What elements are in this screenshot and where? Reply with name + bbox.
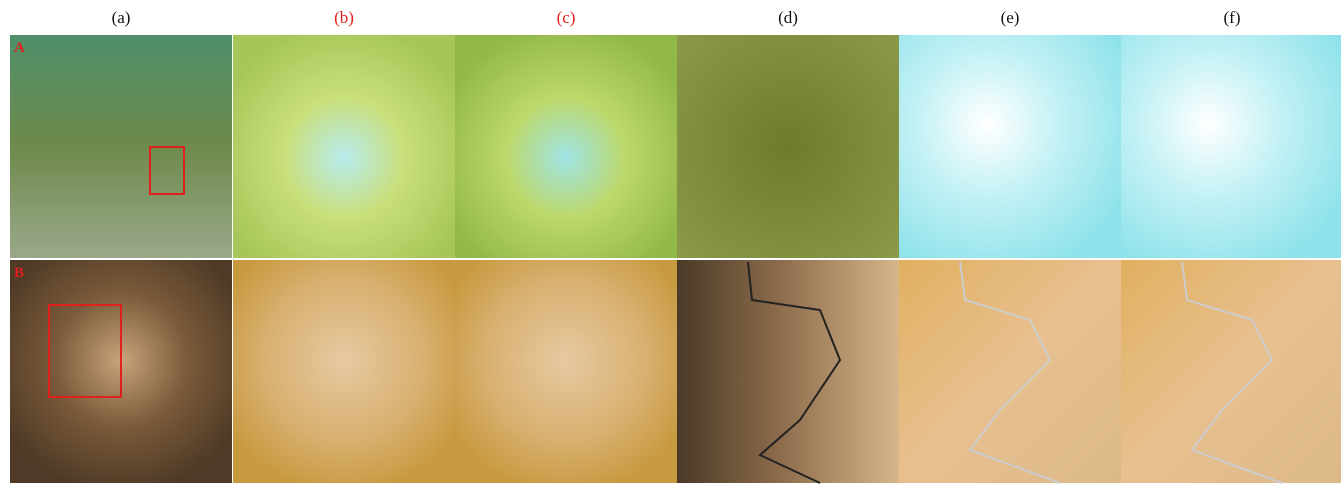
image — [455, 35, 677, 258]
image — [899, 260, 1121, 483]
image — [233, 35, 455, 258]
column-label: (b) — [233, 8, 455, 28]
image — [899, 35, 1121, 258]
image — [455, 260, 677, 483]
image — [10, 35, 232, 258]
column-label: (a) — [10, 8, 232, 28]
row-label: A — [14, 40, 25, 57]
column-label: (d) — [677, 8, 899, 28]
image — [677, 260, 899, 483]
image — [1121, 35, 1341, 258]
row-label: B — [14, 265, 24, 282]
figure: (a) (b) (c) (d) (e) (f) A B — [0, 0, 1341, 485]
image-grid — [0, 0, 1341, 485]
column-label: (c) — [455, 8, 677, 28]
image — [233, 260, 455, 483]
column-label: (f) — [1121, 8, 1341, 28]
image — [677, 35, 899, 258]
column-label: (e) — [899, 8, 1121, 28]
image — [1121, 260, 1341, 483]
